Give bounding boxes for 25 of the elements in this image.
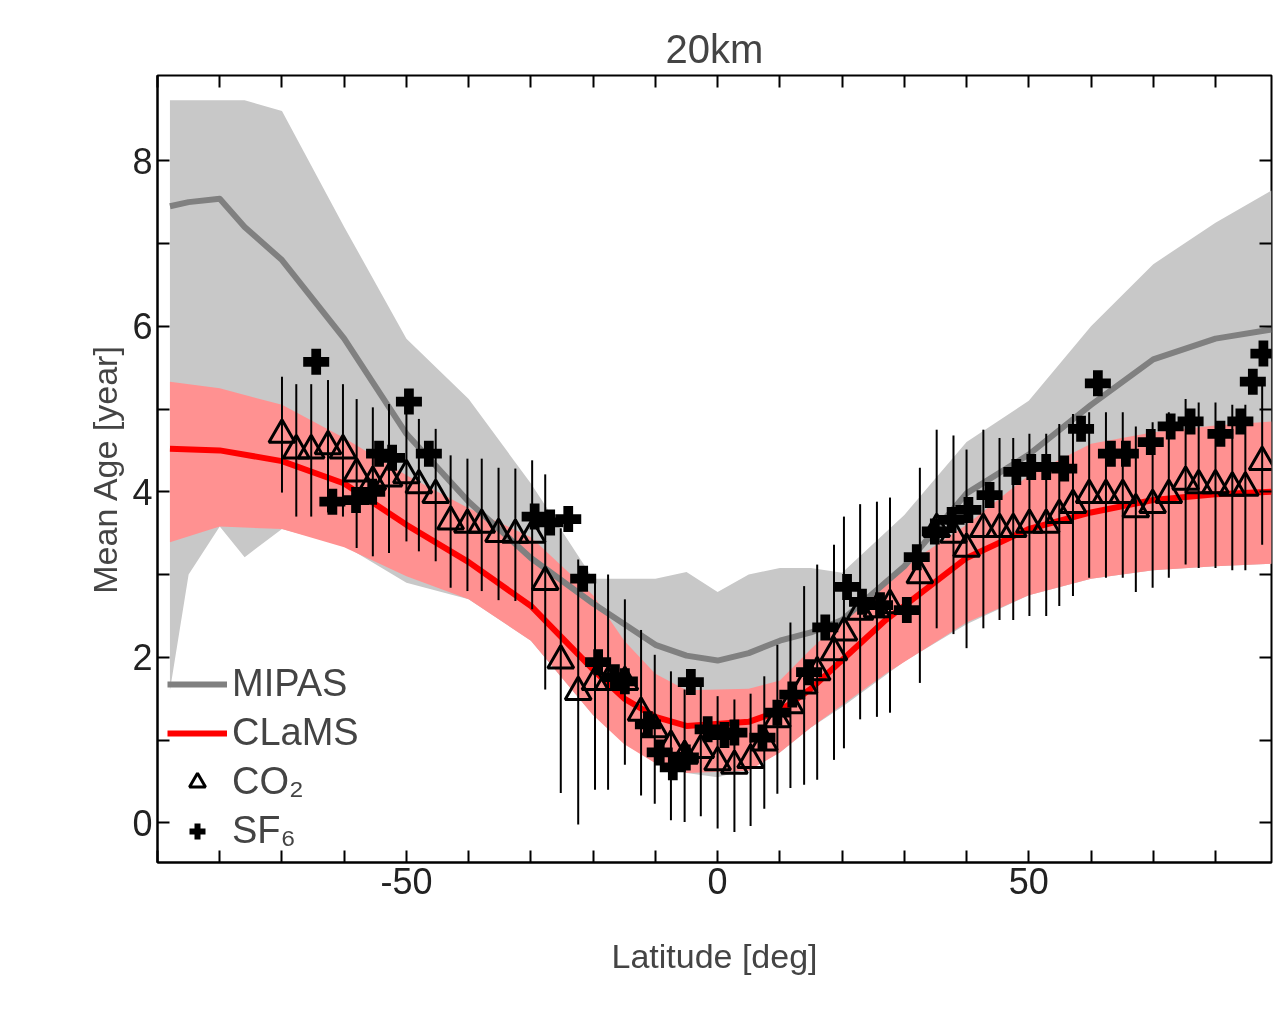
y-tick-label: 6: [132, 306, 153, 348]
point: [1068, 415, 1095, 442]
point: [303, 348, 330, 375]
y-tick-label: 8: [132, 140, 153, 182]
point: [1084, 370, 1111, 397]
x-axis-title: Latitude [deg]: [611, 936, 818, 975]
legend-label: CLaMS: [232, 711, 359, 754]
x-tick-label: 50: [1008, 860, 1049, 902]
y-tick-label: 4: [132, 471, 153, 513]
point: [677, 669, 704, 696]
legend-label: MIPAS: [232, 662, 348, 705]
point: [893, 597, 920, 624]
point: [634, 711, 661, 738]
legend-label: CO₂: [232, 760, 304, 803]
point: [555, 506, 582, 533]
y-axis-title: Mean Age [year]: [86, 346, 125, 594]
point: [395, 388, 422, 415]
chart-title: 20km: [665, 26, 764, 71]
point: [1239, 368, 1266, 395]
x-tick-label: 0: [707, 860, 728, 902]
x-tick-label: -50: [380, 860, 433, 902]
y-tick-label: 0: [132, 802, 153, 844]
legend-label: SF₆: [232, 809, 296, 852]
y-tick-label: 2: [132, 637, 153, 679]
point: [415, 440, 442, 467]
